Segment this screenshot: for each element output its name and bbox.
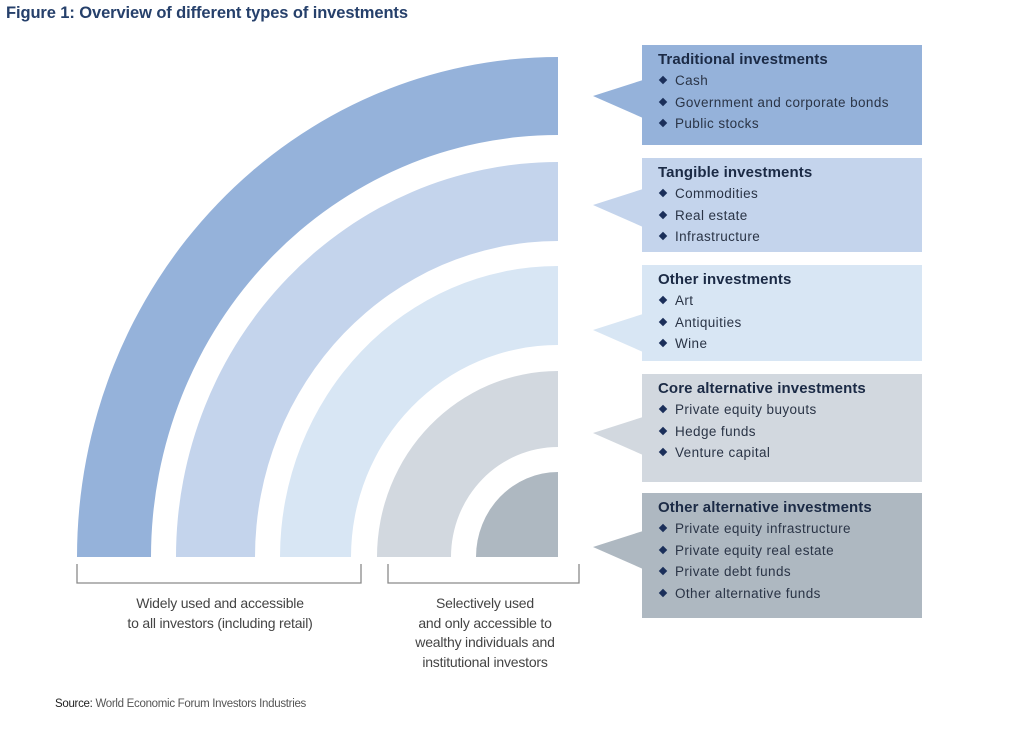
item-label: Private equity real estate bbox=[675, 542, 834, 558]
diamond-bullet-icon bbox=[658, 339, 668, 348]
category-items: Commodities Real estate Infrastructure bbox=[658, 183, 922, 248]
callout-pointer bbox=[593, 189, 643, 227]
figure-title: Figure 1: Overview of different types of… bbox=[6, 4, 408, 22]
item-label: Art bbox=[675, 293, 694, 308]
item-label: Public stocks bbox=[675, 116, 759, 131]
item-label: Hedge funds bbox=[675, 423, 756, 439]
category-item: Public stocks bbox=[658, 113, 922, 135]
category-item: Art bbox=[658, 290, 922, 312]
category-item: Commodities bbox=[658, 183, 922, 205]
category-item: Hedge funds bbox=[658, 421, 922, 443]
category-box: Traditional investments Cash Government an… bbox=[642, 45, 922, 145]
category-item: Wine bbox=[658, 333, 922, 355]
item-label: Government and corporate bonds bbox=[675, 94, 889, 110]
caption-line: Widely used and accessible bbox=[136, 595, 304, 611]
category-item: Private equity infrastructure bbox=[658, 518, 922, 540]
diamond-bullet-icon bbox=[658, 448, 668, 457]
caption-line: Selectively used bbox=[436, 595, 534, 611]
diamond-bullet-icon bbox=[658, 588, 668, 598]
diamond-bullet-icon bbox=[658, 119, 668, 128]
item-label: Venture capital bbox=[675, 445, 771, 460]
category-items: Private equity infrastructure Private equ… bbox=[658, 518, 922, 604]
category-heading: Core alternative investments bbox=[658, 380, 866, 397]
caption-line: to all investors (including retail) bbox=[127, 614, 313, 631]
arc-core-alternative-investments bbox=[377, 371, 558, 557]
diamond-bullet-icon bbox=[658, 524, 668, 533]
item-label: Private debt funds bbox=[675, 564, 792, 579]
bracket-selectively-used bbox=[387, 564, 580, 584]
category-heading: Other alternative investments bbox=[658, 499, 872, 516]
diamond-bullet-icon bbox=[658, 97, 668, 107]
category-item: Other alternative funds bbox=[658, 583, 922, 605]
item-label: Other alternative funds bbox=[675, 585, 821, 601]
item-label: Wine bbox=[675, 336, 708, 351]
diamond-bullet-icon bbox=[658, 317, 668, 327]
source-note: Source: World Economic Forum Investors I… bbox=[55, 698, 306, 710]
source-text: World Economic Forum Investors Industrie… bbox=[95, 698, 306, 710]
category-items: Cash Government and corporate bonds Public… bbox=[658, 70, 922, 135]
caption-selectively-used: Selectively used and only accessible to … bbox=[380, 594, 590, 672]
item-label: Commodities bbox=[675, 186, 759, 201]
category-box: Core alternative investments Private equi… bbox=[642, 374, 922, 482]
diamond-bullet-icon bbox=[658, 189, 668, 198]
diamond-bullet-icon bbox=[658, 405, 668, 414]
callout-pointer bbox=[593, 531, 643, 569]
category-item: Private equity real estate bbox=[658, 540, 922, 562]
category-item: Real estate bbox=[658, 205, 922, 227]
diamond-bullet-icon bbox=[658, 545, 668, 555]
item-label: Antiquities bbox=[675, 314, 742, 330]
category-items: Art Antiquities Wine bbox=[658, 290, 922, 355]
diamond-bullet-icon bbox=[658, 232, 668, 241]
category-item: Cash bbox=[658, 70, 922, 92]
category-box: Tangible investments Commodities Real esta… bbox=[642, 158, 922, 252]
arc-traditional-investments bbox=[77, 57, 558, 557]
diamond-bullet-icon bbox=[658, 567, 668, 576]
bracket-widely-used bbox=[76, 564, 362, 584]
callout-pointer bbox=[593, 314, 643, 352]
category-item: Government and corporate bonds bbox=[658, 92, 922, 114]
category-box: Other alternative investments Private equ… bbox=[642, 493, 922, 618]
category-heading: Tangible investments bbox=[658, 164, 813, 181]
caption-widely-used: Widely used and accessible to all invest… bbox=[95, 594, 345, 633]
source-label: Source: bbox=[55, 698, 93, 710]
arc-other-alternative-investments bbox=[476, 472, 558, 557]
diamond-bullet-icon bbox=[658, 426, 668, 436]
diamond-bullet-icon bbox=[658, 296, 668, 305]
category-item: Antiquities bbox=[658, 312, 922, 334]
category-heading: Traditional investments bbox=[658, 51, 828, 68]
item-label: Private equity infrastructure bbox=[675, 521, 851, 536]
diamond-bullet-icon bbox=[658, 76, 668, 85]
callout-pointer bbox=[593, 417, 643, 455]
category-item: Private equity buyouts bbox=[658, 399, 922, 421]
item-label: Cash bbox=[675, 73, 709, 88]
item-label: Real estate bbox=[675, 207, 748, 223]
category-heading: Other investments bbox=[658, 271, 792, 288]
category-item: Infrastructure bbox=[658, 226, 922, 248]
arc-tangible-investments bbox=[176, 162, 558, 557]
arc-other-investments bbox=[280, 266, 558, 557]
category-items: Private equity buyouts Hedge funds Venture… bbox=[658, 399, 922, 464]
caption-line: and only accessible to bbox=[418, 614, 552, 631]
category-item: Private debt funds bbox=[658, 561, 922, 583]
callout-pointer bbox=[593, 80, 643, 118]
item-label: Infrastructure bbox=[675, 229, 761, 244]
caption-line: wealthy individuals and bbox=[415, 634, 555, 650]
caption-line: institutional investors bbox=[422, 653, 548, 670]
diamond-bullet-icon bbox=[658, 210, 668, 220]
item-label: Private equity buyouts bbox=[675, 402, 817, 417]
category-item: Venture capital bbox=[658, 442, 922, 464]
category-box: Other investments Art Antiquities Wine bbox=[642, 265, 922, 361]
